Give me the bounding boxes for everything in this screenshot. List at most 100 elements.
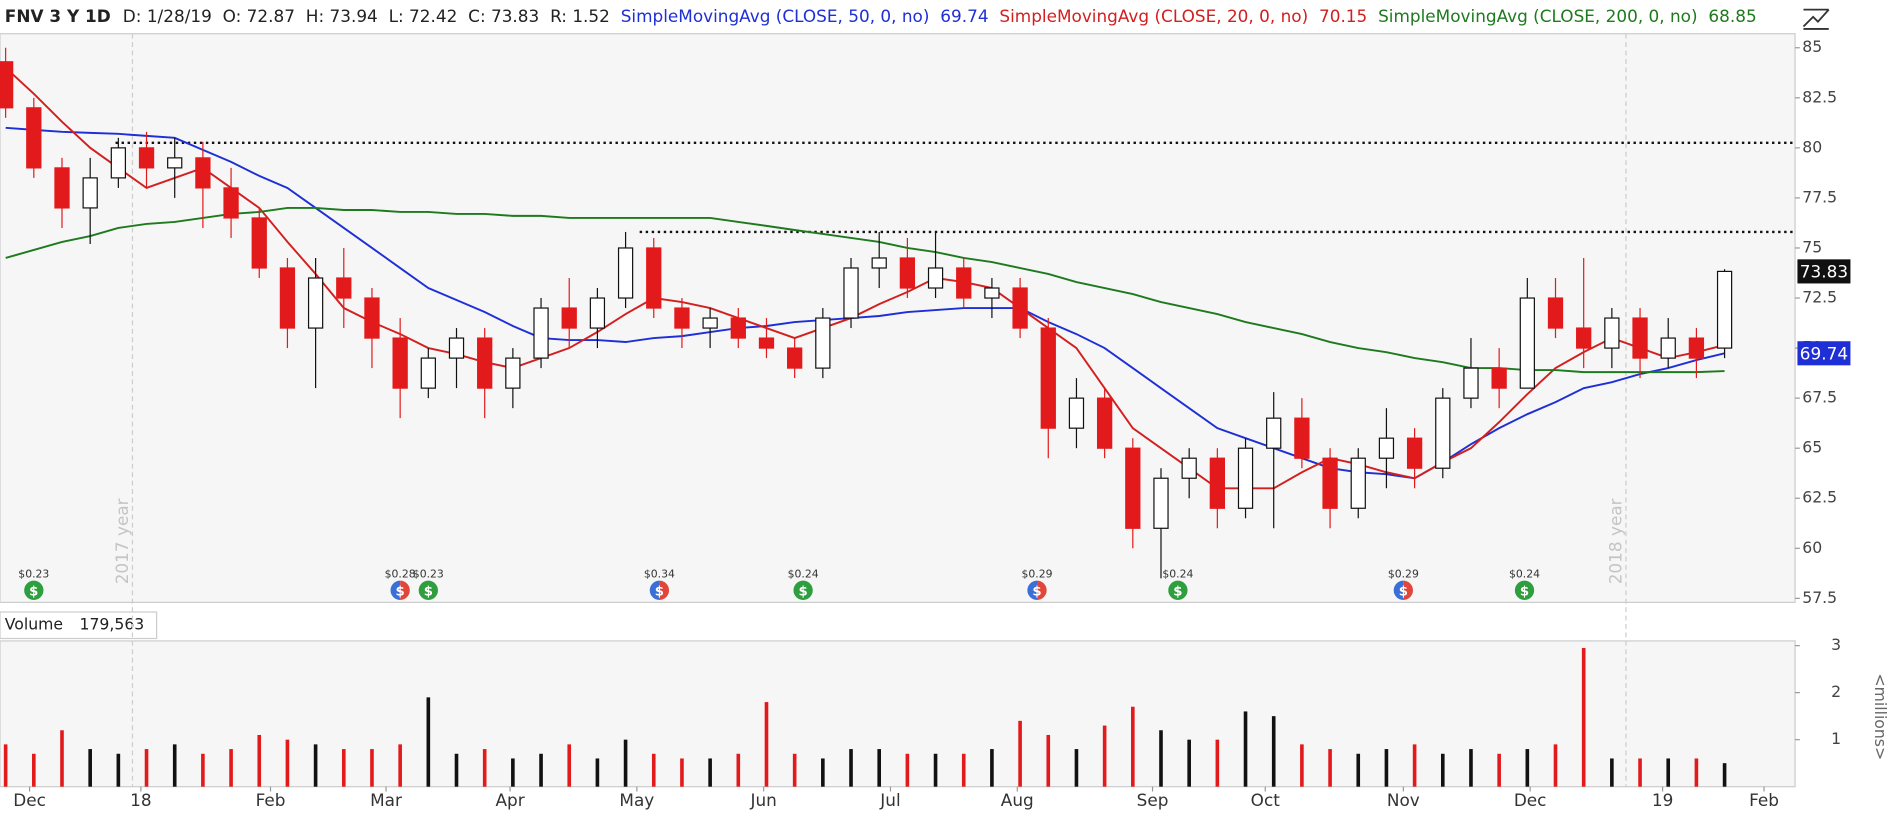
event-icon-symbol: $ [1399, 585, 1408, 600]
volume-title: Volume [5, 615, 63, 634]
volume-value: 179,563 [80, 615, 145, 634]
candle-body [54, 167, 70, 209]
volume-bar [229, 749, 233, 787]
volume-bar [708, 758, 712, 787]
candle-body [364, 297, 380, 339]
event-icon-half [659, 580, 670, 600]
volume-bar [511, 758, 515, 787]
candle-body [420, 357, 436, 389]
volume-bar [1102, 725, 1107, 787]
candle-body [1491, 367, 1507, 389]
candle-body [1322, 457, 1338, 509]
volume-bar [1356, 753, 1361, 787]
candle-body [82, 177, 98, 209]
candle-body [1209, 457, 1226, 509]
candle-body [448, 337, 465, 359]
volume-bar [651, 753, 656, 787]
volume-bar [539, 753, 543, 787]
candle-body [138, 147, 155, 169]
volume-bar [1440, 753, 1445, 787]
candle-body [589, 297, 606, 329]
volume-bar [1553, 744, 1558, 787]
candle-body [702, 317, 718, 329]
volume-bar [1666, 758, 1671, 787]
price-panel [0, 33, 1796, 603]
candle-body [1716, 270, 1733, 349]
volume-bar [370, 749, 374, 787]
candle-body [392, 337, 408, 389]
candle-body [1266, 417, 1282, 449]
candle-body [1660, 337, 1676, 359]
candle-body [674, 307, 690, 329]
header-field: D: 1/28/19 [123, 6, 212, 26]
y-tick-label: 65 [1802, 438, 1822, 457]
candle-body [195, 157, 211, 189]
volume-axis-label: <millions> [1871, 674, 1889, 761]
volume-bar [454, 753, 459, 787]
volume-bar [1131, 706, 1135, 787]
volume-bar [1525, 749, 1530, 787]
volume-bar [32, 753, 36, 787]
candle-body [336, 277, 352, 299]
event-icon-half [1027, 580, 1038, 600]
event-icon-symbol: $ [396, 585, 405, 600]
volume-bar [1328, 749, 1332, 787]
candle-body [1632, 317, 1648, 359]
volume-bar [1018, 720, 1022, 787]
event-icon-symbol: $ [29, 585, 38, 600]
event-label: $0.24 [1162, 568, 1193, 581]
icon-path[interactable] [1802, 8, 1830, 30]
x-tick-label: Mar [370, 790, 402, 810]
year-marker-label: 2017 year [112, 498, 132, 584]
volume-bar [1610, 758, 1614, 787]
candle-body [477, 337, 493, 389]
candle-body [167, 157, 183, 169]
chart-style-icon[interactable] [1799, 4, 1832, 32]
event-label: $0.28 [385, 568, 416, 581]
event-icon-half [1037, 580, 1047, 600]
legend-value: 69.74 [940, 6, 988, 26]
x-tick-label: Feb [256, 790, 286, 810]
x-tick-label: 19 [1652, 790, 1673, 810]
event-icon [1514, 580, 1535, 600]
volume-header-box [0, 611, 158, 640]
event-icon-half [400, 580, 410, 600]
y-tick-label: 82.5 [1802, 87, 1837, 106]
volume-bar [1384, 749, 1389, 787]
volume-bar [764, 702, 769, 787]
candle-body [899, 257, 916, 289]
volume-bar [201, 753, 205, 787]
legend-entry: SimpleMovingAvg (CLOSE, 20, 0, no) [999, 6, 1308, 26]
event-label: $0.24 [788, 568, 819, 581]
header-field: H: 73.94 [306, 6, 378, 26]
candle-body [730, 317, 746, 339]
candle-body [646, 247, 662, 309]
volume-bar [172, 744, 177, 787]
candle-body [1406, 437, 1423, 469]
year-marker-label: 2018 year [1605, 498, 1625, 584]
volume-bar [595, 758, 600, 787]
volume-bar [961, 753, 966, 787]
candle-body [1519, 297, 1535, 389]
volume-bar [567, 744, 572, 787]
volume-bar [88, 749, 92, 787]
volume-bar [877, 749, 882, 787]
event-icon-symbol: $ [798, 585, 807, 600]
y-tick-label: 57.5 [1802, 588, 1837, 607]
event-icon-half [1393, 580, 1404, 600]
volume-bar [821, 758, 825, 787]
x-tick-label: Nov [1387, 790, 1420, 810]
x-tick-label: 18 [130, 790, 151, 810]
candle-body [223, 187, 239, 219]
y-tick-label: 67.5 [1802, 388, 1837, 407]
header-field: R: 1.52 [550, 6, 610, 26]
volume-bar [1074, 749, 1079, 787]
candle-body [1688, 337, 1705, 359]
y-tick-label: 85 [1802, 37, 1822, 56]
event-icon-half [1403, 580, 1413, 600]
event-icon-half [649, 580, 660, 600]
x-tick-label: Apr [495, 790, 524, 810]
candle-body [1153, 477, 1169, 529]
candle-body [927, 267, 944, 289]
